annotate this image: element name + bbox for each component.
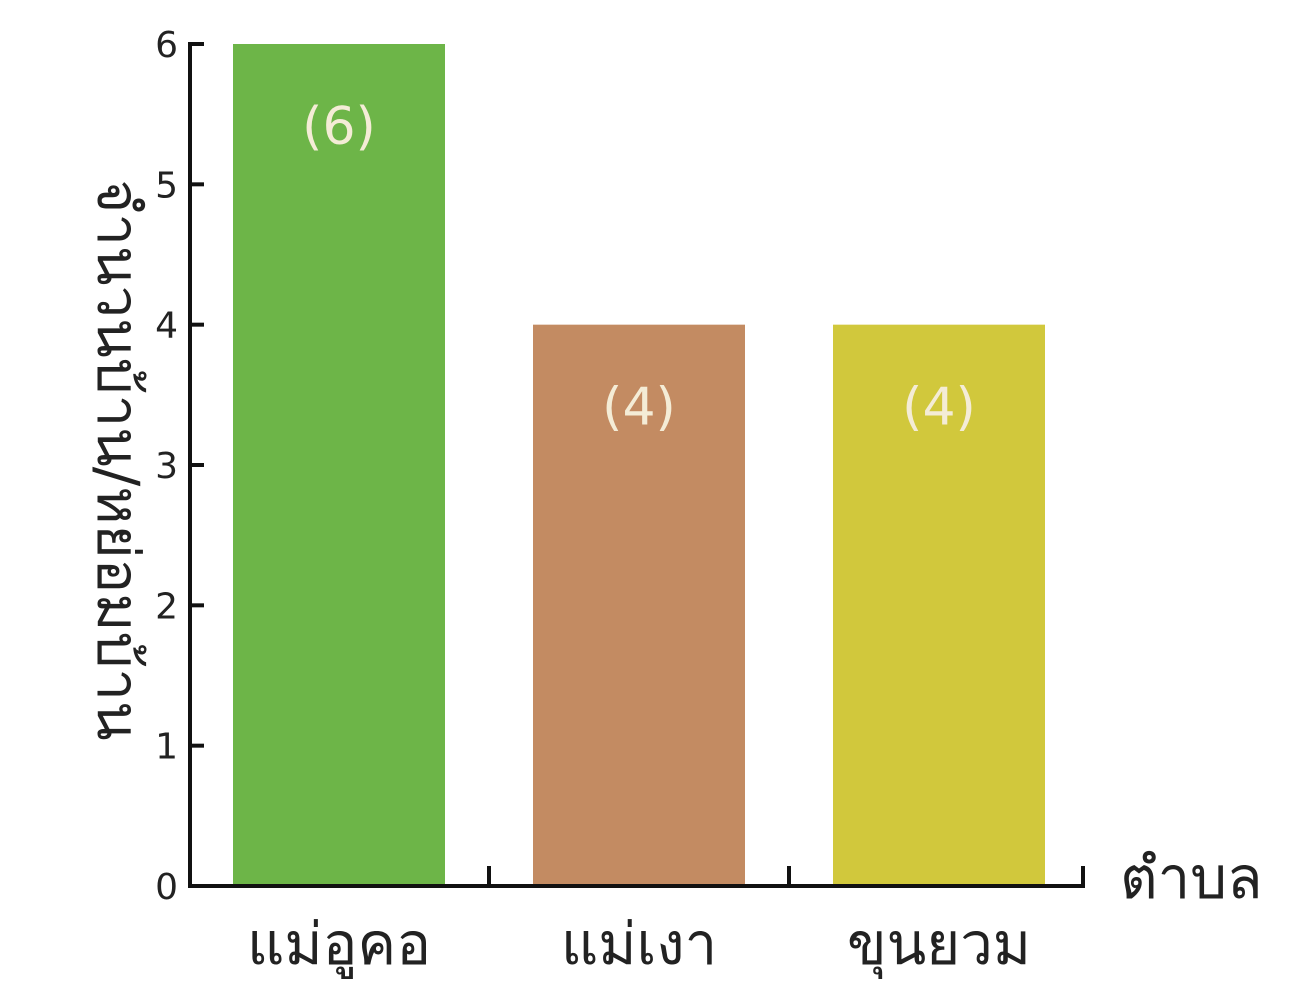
x-tick-label-1: แม่อูคอ	[247, 910, 431, 979]
bars-layer	[233, 44, 1045, 887]
bar-2	[533, 324, 745, 887]
x-axis-title: ตำบล	[1120, 844, 1263, 912]
data-label-3: (4)	[902, 378, 976, 438]
y-axis-title: จำนวนบ้าน/หย่อมบ้าน	[84, 179, 152, 740]
data-label-2: (4)	[602, 378, 676, 438]
x-tick-label-3: ขุนยวม	[847, 910, 1031, 980]
bar-1	[233, 44, 445, 886]
y-tick-label-2: 2	[155, 586, 178, 627]
data-label-1: (6)	[302, 97, 376, 157]
y-tick-label-6: 6	[155, 25, 178, 66]
y-tick-label-0: 0	[155, 867, 178, 908]
y-tick-label-1: 1	[155, 727, 178, 768]
axes-layer	[188, 42, 1085, 888]
y-tick-label-3: 3	[155, 446, 178, 487]
x-tick-label-2: แม่เงา	[561, 910, 717, 978]
y-tick-label-4: 4	[155, 306, 178, 347]
labels-layer: จำนวนบ้าน/หย่อมบ้าน ตำบล (6) แม่อูคอ (4) แม…	[84, 25, 1263, 980]
bar-3	[833, 324, 1045, 887]
y-tick-label-5: 5	[155, 165, 178, 206]
